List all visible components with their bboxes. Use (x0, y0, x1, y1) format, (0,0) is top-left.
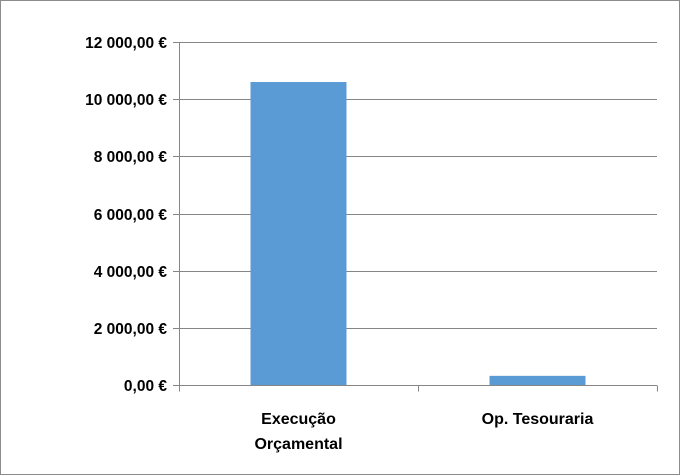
y-tick-label: 4 000,00 € (94, 264, 168, 281)
y-tick-label: 0,00 € (124, 378, 167, 395)
bar (489, 375, 586, 385)
y-tick-label: 6 000,00 € (94, 207, 168, 224)
x-axis: Execução Orçamental Op. Tesouraria (179, 385, 658, 453)
y-tick-label: 10 000,00 € (85, 92, 167, 109)
x-category-label: Execução (261, 411, 336, 428)
y-tick-label: 8 000,00 € (94, 149, 168, 166)
y-tick-label: 2 000,00 € (94, 321, 168, 338)
y-tick-label: 12 000,00 € (85, 35, 167, 52)
bars (250, 82, 586, 386)
y-axis: 0,00 € 2 000,00 € 4 000,00 € 6 000,00 € 8 00… (85, 35, 180, 395)
x-category-label: Op. Tesouraria (482, 411, 594, 428)
x-category-label: Orçamental (254, 436, 342, 453)
bar (250, 82, 347, 386)
